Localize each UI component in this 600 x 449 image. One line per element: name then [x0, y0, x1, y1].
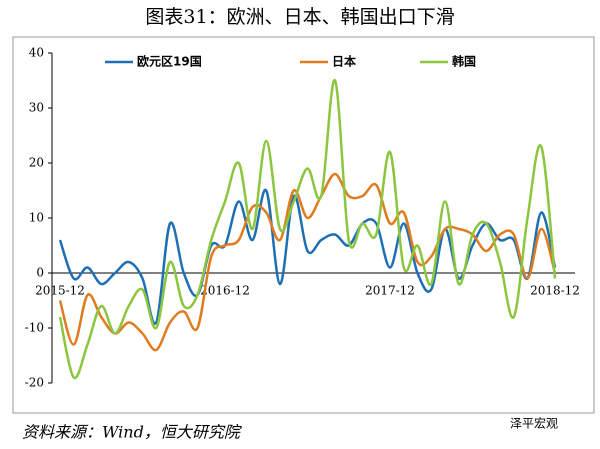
frame: [12, 36, 595, 414]
legend-label: 欧元区19国: [137, 54, 202, 69]
x-tick-label: 2018-12: [530, 284, 580, 298]
y-tick-label: 20: [29, 156, 44, 170]
y-tick-label: 30: [29, 101, 44, 115]
watermark: 泽平宏观: [510, 416, 558, 431]
legend-label: 日本: [332, 54, 356, 69]
y-tick-label: 0: [36, 266, 44, 280]
y-tick-label: -20: [25, 376, 44, 390]
y-tick-label: 10: [29, 211, 44, 225]
x-tick-label: 2015-12: [35, 284, 85, 298]
x-tick-label: 2016-12: [200, 284, 250, 298]
series-line: [58, 172, 557, 352]
y-tick-label: 40: [29, 46, 44, 60]
y-tick-label: -10: [25, 321, 44, 335]
chart-title: 图表31：欧洲、日本、韩国出口下滑: [145, 6, 454, 28]
source: 资料来源：Wind，恒大研究院: [22, 423, 243, 442]
x-tick-label: 2017-12: [365, 284, 415, 298]
series-line: [58, 188, 557, 325]
series-line: [58, 79, 557, 380]
legend-label: 韩国: [452, 54, 476, 69]
